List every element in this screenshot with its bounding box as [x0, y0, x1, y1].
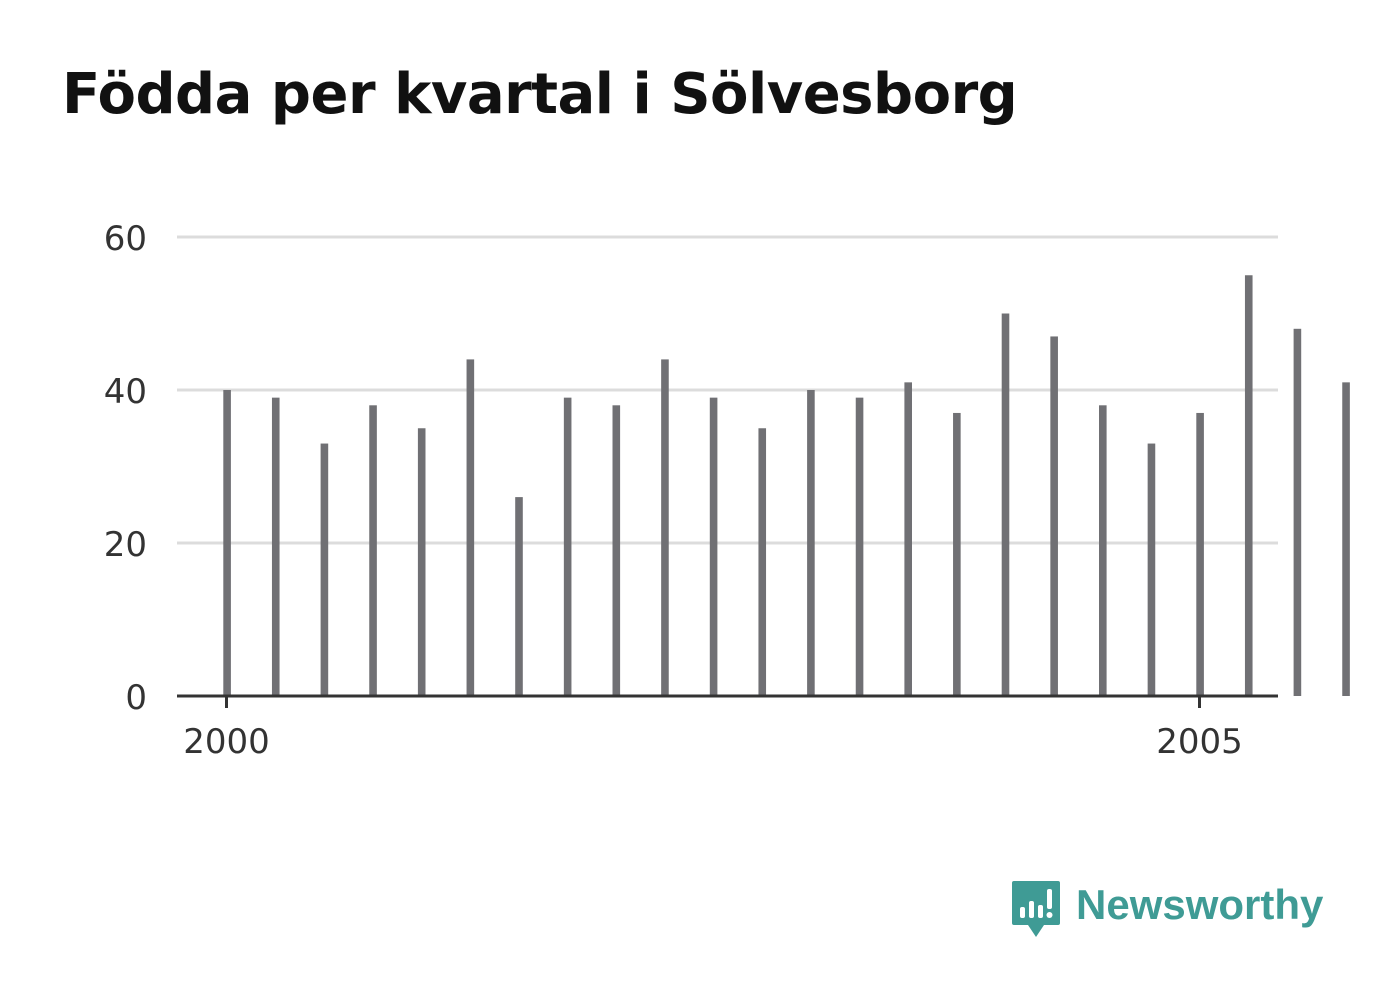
bar	[271, 397, 280, 696]
bar	[855, 397, 864, 696]
bar	[1001, 313, 1010, 696]
bar	[1050, 336, 1058, 696]
newsworthy-logo-icon	[1012, 881, 1060, 937]
bar	[758, 428, 767, 696]
bar	[709, 397, 718, 696]
bar	[466, 359, 475, 696]
bar	[904, 382, 912, 696]
bar	[953, 412, 961, 696]
bar	[223, 390, 231, 696]
bar	[417, 428, 426, 696]
y-tick-label: 0	[125, 678, 147, 718]
bar	[661, 359, 669, 696]
axes	[177, 694, 1278, 708]
labels: 020406020002005201020152020202535	[104, 219, 1243, 762]
bar	[1293, 328, 1302, 696]
y-tick-label: 20	[104, 525, 147, 565]
bar	[1099, 405, 1107, 696]
bar	[1196, 412, 1204, 696]
bars	[223, 275, 1350, 696]
bar	[1244, 275, 1253, 696]
x-tick-label: 2000	[183, 722, 270, 762]
bar	[807, 390, 815, 696]
brand-name: Newsworthy	[1076, 881, 1324, 928]
x-tick-label: 2005	[1156, 722, 1243, 762]
bar	[320, 443, 329, 696]
y-tick-label: 60	[104, 219, 147, 259]
bar	[612, 405, 621, 696]
y-tick-label: 40	[104, 372, 147, 412]
brand: Newsworthy	[1010, 878, 1323, 942]
bar	[515, 497, 523, 696]
bar	[1147, 443, 1156, 696]
bar	[563, 397, 572, 696]
bar	[369, 405, 377, 696]
bar	[1342, 382, 1350, 696]
gridlines	[177, 235, 1278, 545]
chart-title: Födda per kvartal i Sölvesborg	[62, 62, 1018, 127]
